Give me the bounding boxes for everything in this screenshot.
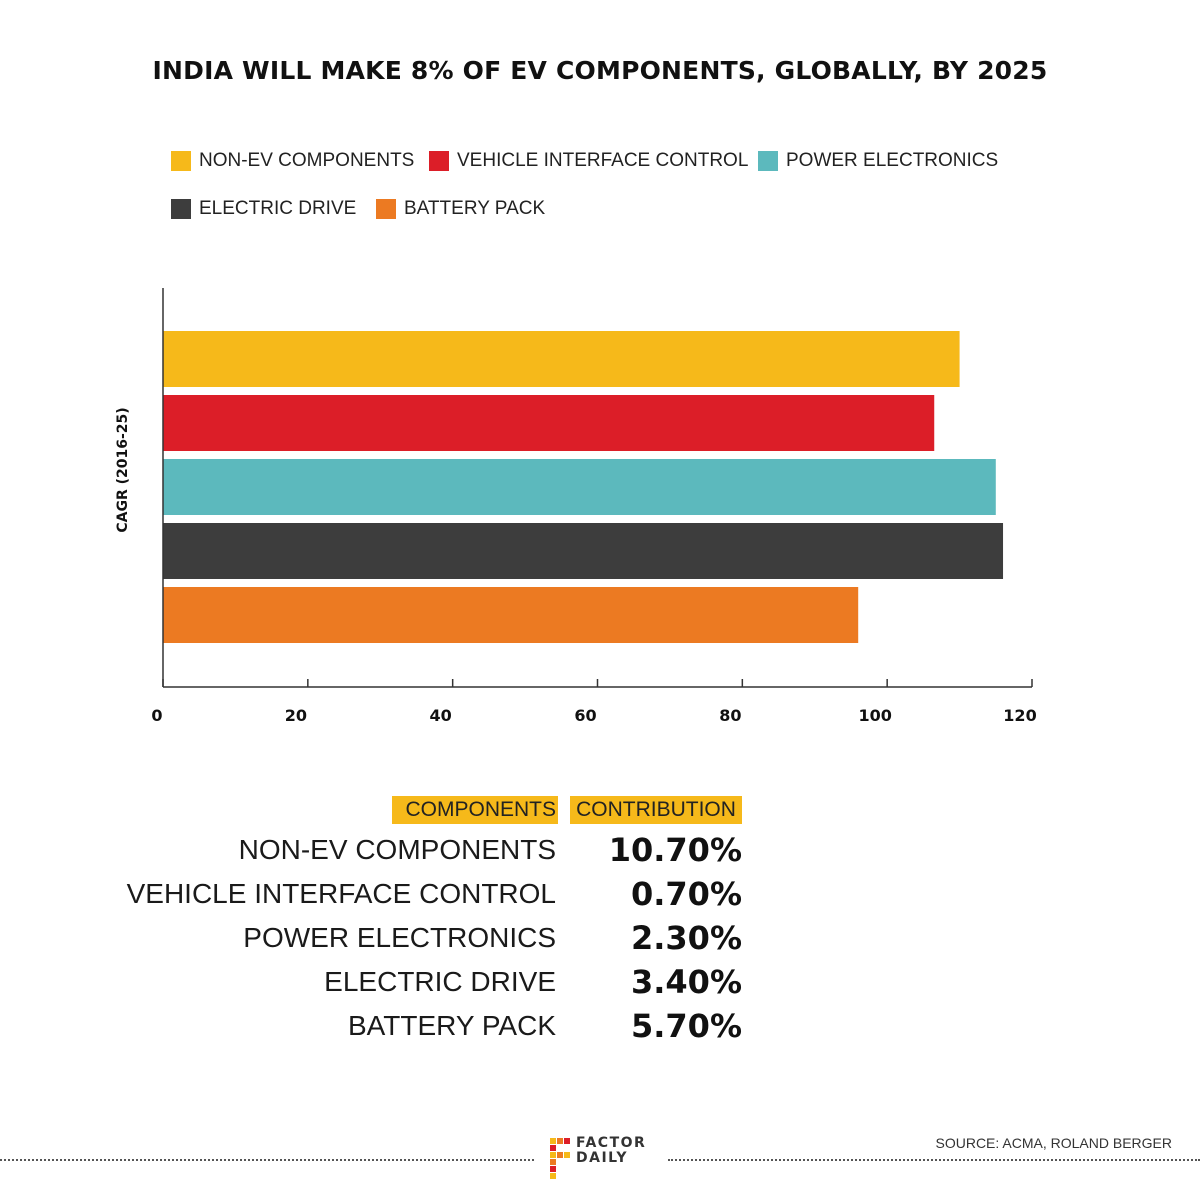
legend-swatch-vehicle-interface-control [429,151,449,171]
logo-text-factor: FACTOR [576,1135,647,1151]
footer-divider-left [0,1159,534,1161]
x-tick-label-120: 120 [1003,706,1036,725]
legend-item-electric-drive: ELECTRIC DRIVE [171,197,356,221]
table-row-name: VEHICLE INTERFACE CONTROL [126,878,556,909]
x-tick-label-40: 40 [430,706,452,725]
legend-label-battery-pack: BATTERY PACK [404,198,546,219]
table-row: VEHICLE INTERFACE CONTROL 0.70% [0,872,1200,916]
logo-text-daily: DAILY [576,1150,629,1166]
table-row-value: 3.40% [630,963,742,1001]
table-row-value: 5.70% [630,1007,742,1045]
bar-power-electronics [163,459,996,515]
x-tick-label-60: 60 [574,706,596,725]
factor-daily-logo-mark [550,1138,570,1179]
legend-swatch-battery-pack [376,199,396,219]
table-row: BATTERY PACK 5.70% [0,1004,1200,1048]
bar-vehicle-interface-control [163,395,935,451]
logo-text: FACTOR DAILY [576,1136,646,1166]
table-row-name: ELECTRIC DRIVE [324,966,556,997]
table-row-value: 10.70% [608,831,742,869]
bar-chart: 0 20 40 60 80 100 120 CAGR (2016-25) [115,288,1037,725]
legend-item-vehicle-interface-control: VEHICLE INTERFACE CONTROL [429,149,748,173]
table-row-name: BATTERY PACK [348,1010,556,1041]
bar-non-ev-components [163,331,960,387]
table-row-name: NON-EV COMPONENTS [238,834,556,865]
legend-label-vehicle-interface-control: VEHICLE INTERFACE CONTROL [457,150,749,171]
table-header-contribution: CONTRIBUTION [570,796,742,824]
x-tick-label-20: 20 [285,706,307,725]
legend-swatch-power-electronics [758,151,778,171]
legend-swatch-electric-drive [171,199,191,219]
x-tick-label-100: 100 [858,706,891,725]
legend-item-non-ev: NON-EV COMPONENTS [171,149,414,173]
table-row-name: POWER ELECTRONICS [243,922,556,953]
table-header-components: COMPONENTS [392,796,558,824]
table-row: NON-EV COMPONENTS 10.70% [0,828,1200,872]
legend-label-power-electronics: POWER ELECTRONICS [786,150,999,171]
legend-label-non-ev: NON-EV COMPONENTS [199,150,415,171]
x-tick-label-80: 80 [719,706,741,725]
bar-battery-pack [163,587,859,643]
legend-swatch-non-ev [171,151,191,171]
x-tick-label-0: 0 [151,706,162,725]
factor-daily-logo: FACTOR DAILY [546,1136,658,1188]
table-row-value: 0.70% [630,875,742,913]
source-note: SOURCE: ACMA, ROLAND BERGER [935,1135,1173,1151]
chart-title: INDIA WILL MAKE 8% OF EV COMPONENTS, GLO… [152,56,1048,85]
legend-item-power-electronics: POWER ELECTRONICS [758,149,998,173]
legend-item-battery-pack: BATTERY PACK [376,197,545,221]
legend-label-electric-drive: ELECTRIC DRIVE [199,198,357,219]
table-row-value: 2.30% [630,919,742,957]
bar-electric-drive [163,523,1004,579]
footer-divider-right [668,1159,1200,1161]
table-row: ELECTRIC DRIVE 3.40% [0,960,1200,1004]
table-row: POWER ELECTRONICS 2.30% [0,916,1200,960]
y-axis-label: CAGR (2016-25) [115,407,131,532]
